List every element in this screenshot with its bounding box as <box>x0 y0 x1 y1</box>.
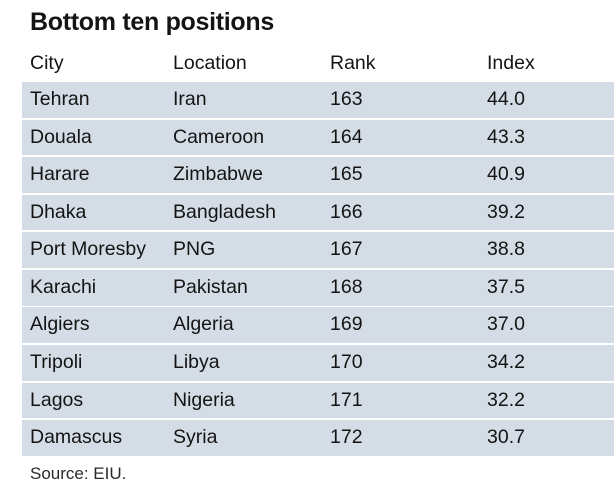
table-row: Dhaka Bangladesh 166 39.2 <box>22 194 614 231</box>
column-header-city: City <box>30 52 64 74</box>
table-row: Karachi Pakistan 168 37.5 <box>22 269 614 306</box>
table-title: Bottom ten positions <box>30 8 274 36</box>
column-header-rank: Rank <box>330 52 376 74</box>
cell-index: 30.7 <box>487 426 525 449</box>
cell-rank: 167 <box>330 238 363 261</box>
cell-location: Syria <box>173 426 218 449</box>
column-header-index: Index <box>487 52 535 74</box>
cell-index: 37.0 <box>487 313 525 336</box>
cell-location: Libya <box>173 351 220 374</box>
cell-city: Dhaka <box>30 200 87 223</box>
cell-index: 32.2 <box>487 388 525 411</box>
cell-index: 43.3 <box>487 125 525 148</box>
cell-rank: 172 <box>330 426 363 449</box>
cell-rank: 164 <box>330 125 363 148</box>
cell-location: Iran <box>173 88 207 110</box>
cell-rank: 165 <box>330 163 363 186</box>
cell-index: 34.2 <box>487 351 525 374</box>
table-row: Damascus Syria 172 30.7 <box>22 420 614 456</box>
table-row: Port Moresby PNG 167 38.8 <box>22 232 614 268</box>
table-row: Algiers Algeria 169 37.0 <box>22 307 614 344</box>
table-row: Tripoli Libya 170 34.2 <box>22 345 614 381</box>
table-body: Tehran Iran 163 44.0 Douala Cameroon 164 43.3 Ha… <box>22 82 614 458</box>
cell-rank: 170 <box>330 351 363 374</box>
cell-city: Tripoli <box>30 351 83 374</box>
cell-index: 44.0 <box>487 88 525 110</box>
cell-index: 37.5 <box>487 275 525 298</box>
column-header-location: Location <box>173 52 247 74</box>
cell-city: Algiers <box>30 313 90 336</box>
cell-city: Tehran <box>30 88 90 110</box>
cell-rank: 171 <box>330 388 363 411</box>
table-header: City Location Rank Index <box>22 49 614 77</box>
cell-city: Port Moresby <box>30 238 146 261</box>
cell-city: Douala <box>30 125 92 148</box>
cell-city: Lagos <box>30 388 84 411</box>
cell-rank: 169 <box>330 313 363 336</box>
table-row: Harare Zimbabwe 165 40.9 <box>22 157 614 193</box>
cell-location: Nigeria <box>173 388 235 411</box>
cell-index: 38.8 <box>487 238 525 261</box>
cell-city: Damascus <box>30 426 123 449</box>
cell-city: Karachi <box>30 275 97 298</box>
cell-location: PNG <box>173 238 216 261</box>
cell-location: Pakistan <box>173 275 248 298</box>
cell-location: Algeria <box>173 313 234 336</box>
cell-location: Bangladesh <box>173 200 277 223</box>
table-row: Lagos Nigeria 171 32.2 <box>22 382 614 419</box>
cell-index: 39.2 <box>487 200 525 223</box>
source-note: Source: EIU. <box>30 464 127 483</box>
cell-city: Harare <box>30 163 90 186</box>
cell-location: Cameroon <box>173 125 265 148</box>
table-row: Tehran Iran 163 44.0 <box>22 82 614 118</box>
table-row: Douala Cameroon 164 43.3 <box>22 119 614 156</box>
cell-rank: 166 <box>330 200 363 223</box>
cell-index: 40.9 <box>487 163 525 186</box>
cell-location: Zimbabwe <box>173 163 263 186</box>
cell-rank: 163 <box>330 88 363 110</box>
cell-rank: 168 <box>330 275 363 298</box>
